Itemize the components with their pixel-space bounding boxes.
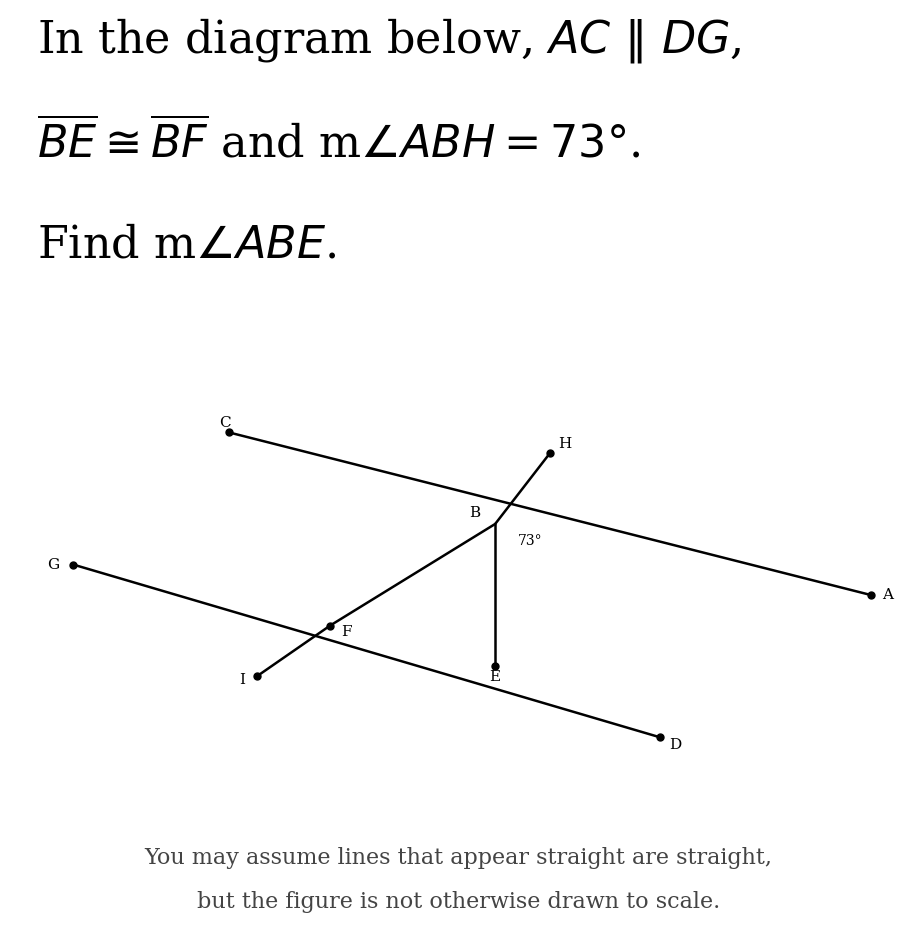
Text: B: B xyxy=(470,505,481,519)
Text: 73°: 73° xyxy=(518,534,543,548)
Text: but the figure is not otherwise drawn to scale.: but the figure is not otherwise drawn to… xyxy=(197,891,720,913)
Text: H: H xyxy=(558,437,571,451)
Text: C: C xyxy=(219,416,230,430)
Text: G: G xyxy=(47,558,60,571)
Text: I: I xyxy=(239,674,245,688)
Text: F: F xyxy=(341,625,352,639)
Text: Find m$\angle\mathit{ABE}$.: Find m$\angle\mathit{ABE}$. xyxy=(37,224,337,266)
Text: $\overline{\mathit{BE}} \cong \overline{\mathit{BF}}$ and m$\angle\mathit{ABH} =: $\overline{\mathit{BE}} \cong \overline{… xyxy=(37,118,640,166)
Text: E: E xyxy=(490,670,501,684)
Text: A: A xyxy=(882,588,893,602)
Text: You may assume lines that appear straight are straight,: You may assume lines that appear straigh… xyxy=(145,847,772,869)
Text: D: D xyxy=(668,739,681,753)
Text: In the diagram below, $\mathit{AC}\ \|\ \mathit{DG}$,: In the diagram below, $\mathit{AC}\ \|\ … xyxy=(37,15,741,65)
